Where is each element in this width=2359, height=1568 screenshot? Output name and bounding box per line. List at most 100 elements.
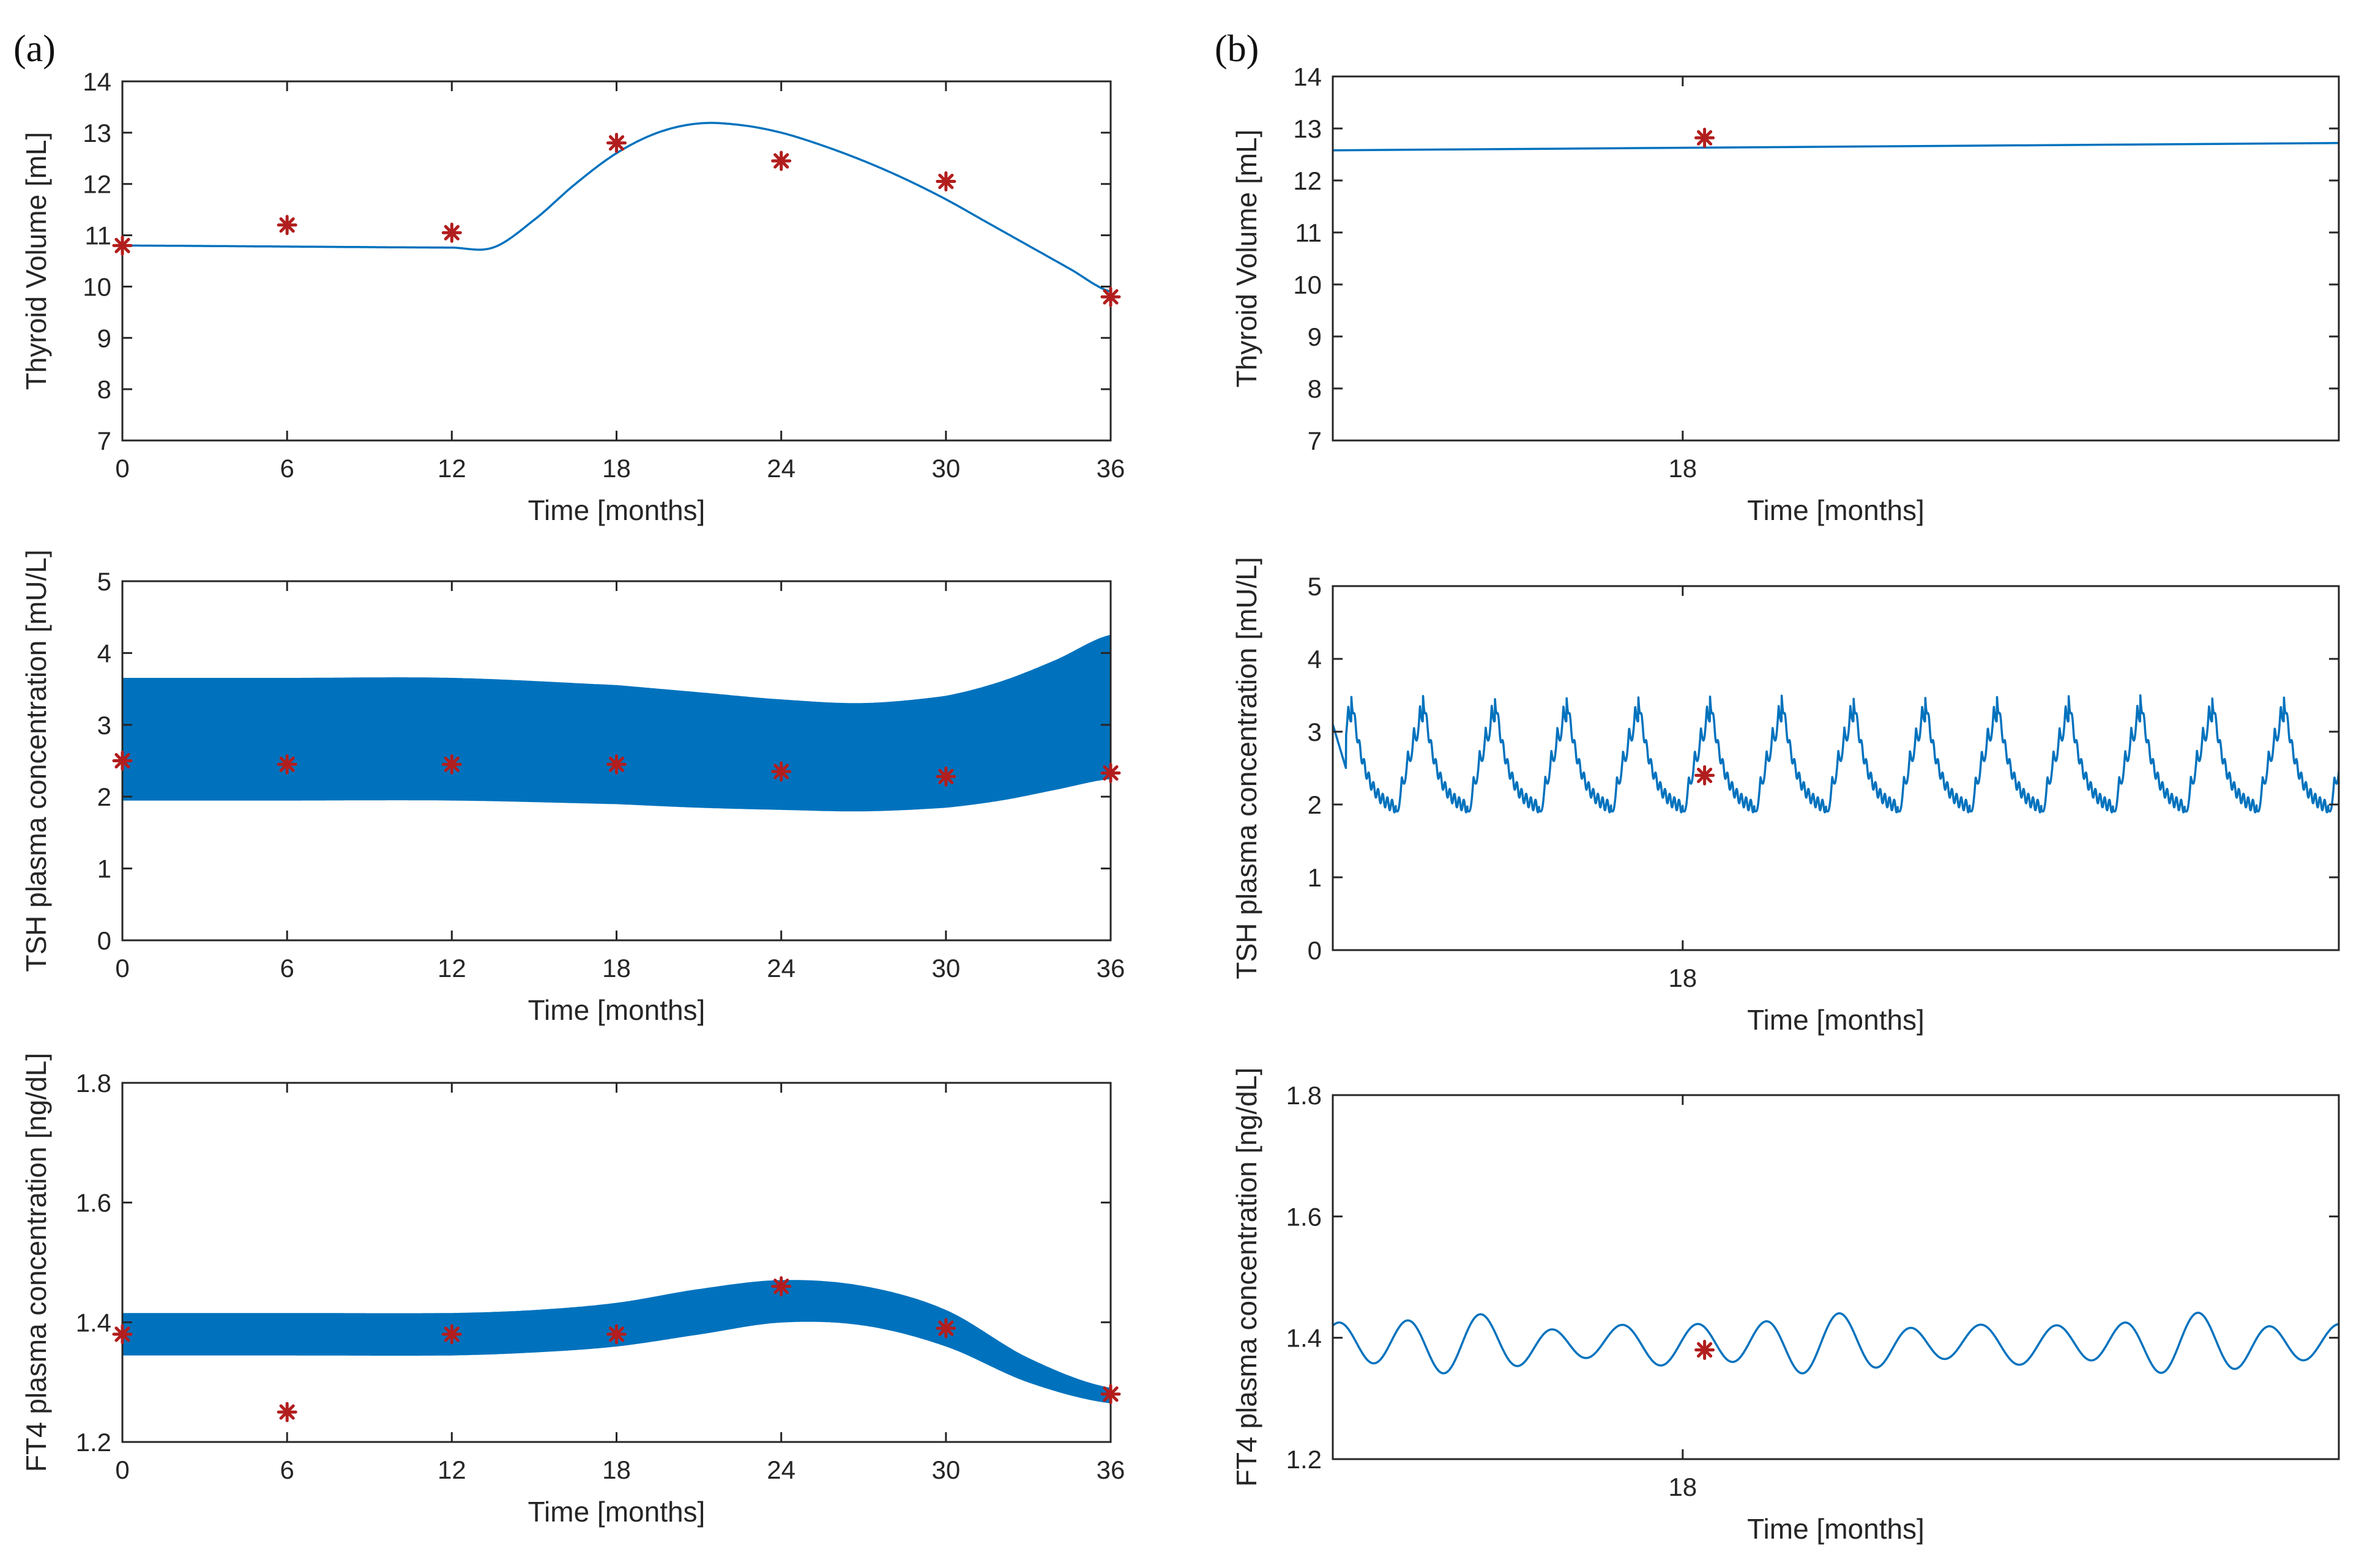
series-line-model — [1333, 142, 2339, 152]
marker-stroke — [773, 153, 789, 169]
marker-stroke — [279, 756, 295, 772]
y-tick-label: 1 — [1308, 863, 1322, 892]
data-point — [606, 754, 627, 775]
data-point — [606, 1324, 627, 1345]
data-point — [441, 222, 462, 243]
data-point — [277, 1402, 297, 1422]
data-point — [441, 754, 462, 775]
data-point — [441, 1324, 462, 1345]
y-tick-label: 1.2 — [1286, 1445, 1322, 1474]
y-tick-label: 9 — [97, 324, 111, 352]
data-point — [936, 171, 956, 192]
x-tick-label: 12 — [438, 454, 466, 483]
x-tick-label: 36 — [1097, 1455, 1125, 1484]
marker-stroke — [938, 1320, 954, 1336]
data-point — [1100, 1384, 1121, 1405]
data-point — [277, 215, 297, 236]
data-point — [771, 1276, 792, 1297]
x-axis-label: Time [months] — [1747, 494, 1925, 526]
marker-stroke — [938, 173, 954, 190]
marker-stroke — [608, 1326, 625, 1342]
y-tick-label: 5 — [97, 567, 111, 596]
marker-stroke — [114, 752, 130, 769]
series-line-model — [122, 122, 1111, 293]
y-tick-label: 7 — [97, 426, 111, 455]
marker-stroke — [1103, 289, 1119, 305]
y-tick-label: 11 — [1295, 218, 1322, 247]
y-tick-label: 14 — [83, 67, 111, 96]
axis-box — [121, 1082, 1112, 1443]
data-point — [1694, 127, 1715, 148]
data-point — [1100, 762, 1121, 783]
chart-b1: 18 7 8 9 10 11 12 13 14 Time [months] Thyroid Volu… — [1231, 62, 2340, 526]
series-line-model — [1333, 1312, 2339, 1375]
x-tick-label: 24 — [767, 954, 796, 983]
y-tick-label: 1.4 — [76, 1308, 111, 1337]
data-point — [771, 150, 792, 171]
y-tick-label: 13 — [1293, 114, 1322, 143]
y-tick-label: 2 — [1308, 790, 1322, 819]
y-tick-label: 12 — [83, 170, 111, 199]
y-tick-label: 10 — [83, 272, 111, 301]
y-tick-label: 8 — [97, 375, 111, 404]
y-axis-label: FT4 plasma concentration [ng/dL] — [20, 1053, 52, 1472]
data-point — [1100, 286, 1121, 307]
plot-area — [1333, 1312, 2339, 1375]
y-tick-label: 1.6 — [76, 1189, 111, 1217]
data-point — [606, 133, 627, 154]
marker-stroke — [938, 768, 954, 784]
marker-stroke — [1103, 1386, 1119, 1402]
axis-box — [1332, 75, 2340, 442]
y-tick-label: 4 — [1308, 645, 1322, 674]
axis-box — [1332, 585, 2340, 951]
x-tick-label: 12 — [438, 1455, 466, 1484]
chart-a3: 0 6 12 18 24 30 36 1.2 1.4 1.6 1.8 Time [months] FT4… — [20, 1053, 1125, 1528]
y-tick-label: 8 — [1308, 374, 1322, 403]
y-axis-label: TSH plasma concentration [mU/L] — [1231, 557, 1262, 979]
y-tick-label: 1 — [97, 855, 111, 883]
x-tick-label: 30 — [931, 954, 960, 983]
plot-area — [1333, 142, 2339, 152]
chart-b3: 18 1.2 1.4 1.6 1.8 Time [months] FT4 plasma co… — [1231, 1068, 2340, 1545]
marker-stroke — [608, 756, 625, 772]
x-axis-label: Time [months] — [1747, 1513, 1925, 1545]
x-tick-label: 18 — [602, 454, 631, 483]
x-tick-label: 6 — [280, 454, 294, 483]
data-point — [1694, 765, 1715, 786]
y-axis-label: TSH plasma concentration [mU/L] — [20, 549, 52, 972]
panel-label-b: (b) — [1215, 28, 1259, 70]
chart-b2: 18 0 1 2 3 4 5 Time [months] TSH plasma concentr… — [1231, 557, 2340, 1036]
marker-stroke — [279, 1404, 295, 1420]
data-point — [112, 751, 133, 771]
series-band-model — [122, 634, 1111, 812]
y-tick-label: 13 — [83, 119, 111, 147]
marker-stroke — [1103, 765, 1119, 781]
x-tick-label: 24 — [767, 454, 796, 483]
x-tick-label: 36 — [1097, 454, 1125, 483]
x-tick-label: 6 — [280, 1455, 294, 1484]
marker-stroke — [114, 1326, 130, 1342]
series-line-model — [1333, 694, 2339, 814]
x-tick-label: 0 — [115, 454, 129, 483]
data-point — [936, 1318, 956, 1339]
marker-stroke — [608, 135, 625, 151]
y-tick-label: 10 — [1293, 270, 1322, 299]
x-tick-label: 0 — [115, 1455, 129, 1484]
marker-stroke — [773, 1279, 789, 1295]
plot-area — [122, 634, 1111, 812]
x-tick-label: 6 — [280, 954, 294, 983]
marker-stroke — [279, 217, 295, 233]
marker-stroke — [114, 237, 130, 253]
data-point — [771, 761, 792, 782]
y-axis-label: Thyroid Volume [mL] — [20, 132, 52, 390]
y-tick-label: 9 — [1308, 322, 1322, 351]
marker-stroke — [444, 1326, 460, 1342]
y-tick-label: 1.6 — [1286, 1202, 1322, 1231]
x-tick-label: 12 — [438, 954, 466, 983]
marker-stroke — [773, 764, 789, 779]
marker-stroke — [1696, 130, 1713, 146]
x-axis-label: Time [months] — [528, 494, 706, 526]
marker-stroke — [1696, 1342, 1713, 1358]
